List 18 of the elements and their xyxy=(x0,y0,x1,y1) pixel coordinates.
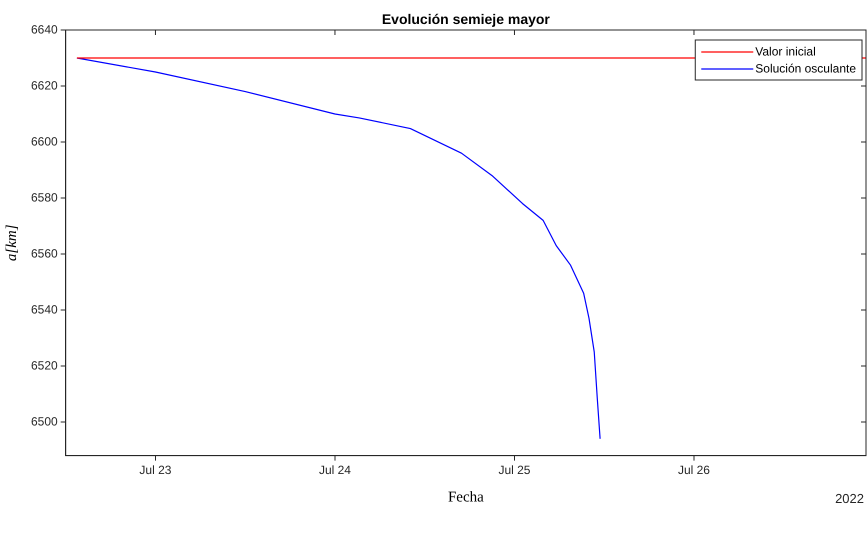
y-tick-label: 6620 xyxy=(30,78,58,92)
y-tick-label: 6640 xyxy=(30,22,58,36)
y-tick-label: 6520 xyxy=(30,358,58,372)
y-axis-title: a[km] xyxy=(4,224,20,262)
x-axis-title: Fecha xyxy=(448,490,484,506)
y-tick-label: 6560 xyxy=(30,246,58,260)
legend-label: Valor inicial xyxy=(755,44,816,58)
legend-label: Solución osculante xyxy=(755,61,856,76)
x-tick-label: Jul 24 xyxy=(318,463,352,478)
chart-title: Evolución semieje mayor xyxy=(382,10,550,27)
x-tick-label: Jul 23 xyxy=(139,463,172,478)
y-tick-label: 6540 xyxy=(30,302,58,316)
x-tick-label: Jul 25 xyxy=(498,463,531,478)
x-tick-label: Jul 26 xyxy=(678,463,710,478)
y-tick-label: 6500 xyxy=(30,414,58,428)
y-tick-label: 6600 xyxy=(30,134,58,148)
text: 2022 xyxy=(835,491,864,506)
y-tick-label: 6580 xyxy=(30,190,58,204)
